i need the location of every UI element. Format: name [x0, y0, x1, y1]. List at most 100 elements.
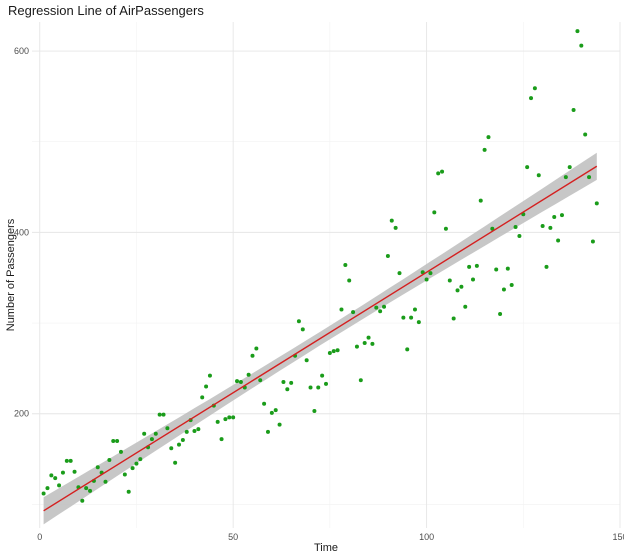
data-point — [68, 458, 73, 463]
data-point — [343, 263, 348, 268]
data-point — [366, 335, 371, 340]
data-point — [316, 385, 321, 390]
data-point — [432, 210, 437, 215]
data-point — [335, 348, 340, 353]
data-point — [227, 415, 232, 420]
y-axis-label: Number of Passengers — [5, 218, 17, 331]
data-point — [265, 429, 270, 434]
data-point — [122, 472, 127, 477]
data-point — [173, 460, 178, 465]
data-point — [339, 307, 344, 312]
data-point — [262, 401, 267, 406]
data-point — [304, 358, 309, 363]
x-tick-label: 50 — [228, 532, 238, 542]
data-point — [409, 315, 414, 320]
data-point — [238, 380, 243, 385]
data-point — [231, 415, 236, 420]
data-point — [501, 287, 506, 292]
data-point — [544, 264, 549, 269]
data-point — [281, 380, 286, 385]
x-tick-label: 150 — [612, 532, 624, 542]
data-point — [312, 409, 317, 414]
regression-line-group — [43, 165, 598, 512]
data-point — [552, 214, 557, 219]
data-point — [517, 234, 522, 239]
data-point — [57, 483, 62, 488]
data-point — [324, 381, 328, 386]
data-point — [478, 198, 483, 203]
data-point — [103, 479, 108, 484]
data-point — [471, 277, 475, 282]
data-point — [200, 395, 205, 400]
data-point — [115, 438, 120, 443]
data-point — [447, 278, 452, 283]
data-point — [351, 310, 356, 315]
data-point — [161, 412, 166, 417]
data-point — [320, 373, 325, 378]
data-point — [296, 319, 301, 324]
data-point — [130, 466, 135, 471]
x-tick-label: 0 — [37, 532, 42, 542]
data-point — [529, 96, 534, 101]
data-point — [354, 344, 359, 349]
data-point — [509, 282, 514, 287]
data-point — [196, 427, 201, 432]
data-point — [412, 307, 417, 312]
data-point — [463, 304, 468, 309]
data-point — [142, 431, 147, 436]
data-point — [215, 419, 220, 424]
data-points — [41, 29, 599, 503]
data-point — [451, 316, 456, 321]
data-point — [436, 171, 441, 176]
data-point — [111, 438, 116, 443]
data-point — [331, 349, 336, 354]
data-point — [134, 461, 139, 466]
data-point — [223, 417, 228, 422]
data-point — [397, 271, 402, 276]
data-point — [184, 429, 189, 434]
regression-line — [43, 165, 598, 512]
data-point — [157, 412, 162, 417]
data-point — [556, 238, 561, 243]
data-point — [362, 341, 367, 346]
data-point — [540, 224, 545, 229]
data-point — [126, 489, 131, 494]
data-point — [532, 86, 537, 91]
y-tick-label: 400 — [14, 227, 29, 237]
y-tick-label: 600 — [14, 46, 29, 56]
data-point — [165, 426, 170, 431]
x-tick-label: 100 — [419, 532, 434, 542]
data-point — [327, 350, 332, 355]
data-point — [385, 253, 390, 258]
data-point — [308, 385, 313, 390]
data-point — [490, 226, 495, 231]
data-point — [60, 470, 65, 475]
data-point — [393, 225, 398, 230]
data-point — [41, 491, 46, 496]
data-point — [474, 263, 479, 268]
data-point — [95, 465, 100, 470]
data-point — [250, 353, 255, 358]
data-point — [153, 431, 158, 436]
data-point — [180, 438, 185, 443]
data-point — [401, 315, 406, 320]
data-point — [72, 469, 77, 474]
data-point — [378, 309, 383, 314]
data-point — [289, 380, 294, 385]
data-point — [559, 213, 564, 218]
data-point — [428, 271, 433, 276]
x-axis-label: Time — [314, 542, 338, 554]
data-point — [49, 473, 54, 478]
data-point — [571, 107, 576, 112]
data-point — [358, 378, 363, 383]
data-point — [192, 428, 197, 433]
data-point — [370, 341, 375, 346]
data-point — [440, 169, 445, 174]
data-point — [548, 225, 553, 230]
data-point — [505, 266, 510, 271]
data-point — [258, 378, 263, 383]
data-point — [494, 267, 499, 272]
data-point — [254, 346, 259, 351]
data-point — [459, 284, 464, 289]
